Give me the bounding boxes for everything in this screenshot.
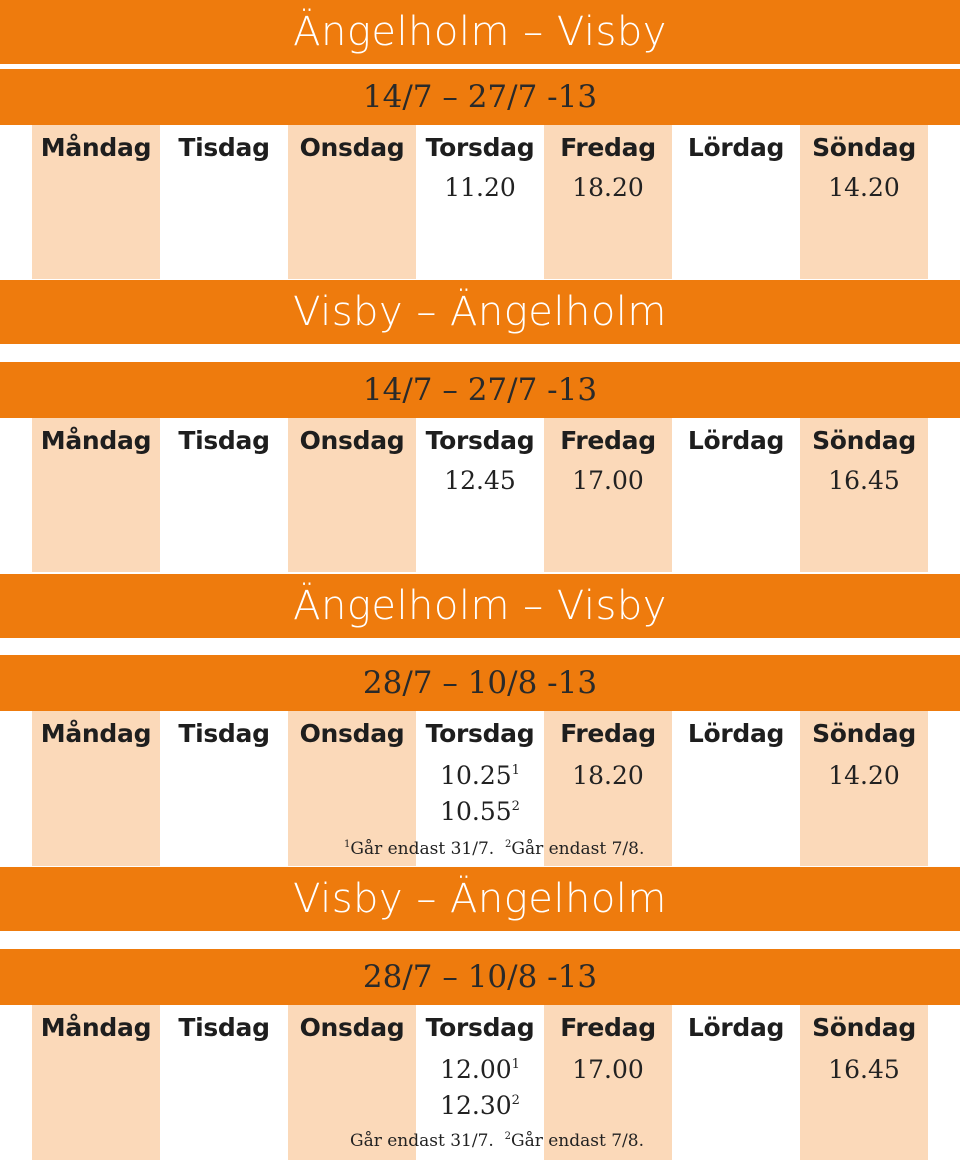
departure-time: 17.00 (572, 466, 644, 495)
day-label: Lördag (687, 426, 785, 455)
departure-time: 10.552 (440, 797, 520, 826)
departure-time: 12.001 (440, 1055, 520, 1084)
column-sunday: Söndag 14.20 (800, 711, 928, 866)
column-tuesday: Tisdag (160, 125, 288, 279)
day-label: Tisdag (178, 719, 270, 748)
day-label: Söndag (812, 1013, 916, 1042)
day-label: Fredag (560, 1013, 656, 1042)
column-thursday: Torsdag 12.45 (416, 418, 544, 572)
timetable-grid: Måndag Tisdag Onsdag Torsdag 12.001 12.3… (0, 1005, 960, 1160)
period-label: 28/7 – 10/8 -13 (0, 949, 960, 1005)
column-wednesday: Onsdag (288, 711, 416, 866)
column-thursday: Torsdag 10.251 10.552 (416, 711, 544, 866)
day-label: Torsdag (425, 426, 535, 455)
departure-time: 14.20 (828, 761, 900, 790)
period-label: 14/7 – 27/7 -13 (0, 69, 960, 125)
column-saturday: Lördag (672, 711, 800, 866)
footnote: 1Går endast 31/7. 2Går endast 7/8. (344, 839, 645, 859)
timetable-grid: Måndag Tisdag Onsdag Torsdag 10.251 10.5… (0, 711, 960, 866)
day-label: Måndag (40, 133, 152, 162)
day-label: Fredag (560, 719, 656, 748)
day-label: Måndag (40, 1013, 152, 1042)
column-monday: Måndag (32, 418, 160, 572)
day-label: Lördag (687, 719, 785, 748)
day-label: Lördag (687, 133, 785, 162)
column-sunday: Söndag 14.20 (800, 125, 928, 279)
column-saturday: Lördag (672, 1005, 800, 1160)
departure-time: 16.45 (828, 466, 900, 495)
route-title: Visby – Ängelholm (0, 280, 960, 344)
day-label: Onsdag (299, 133, 405, 162)
day-label: Onsdag (299, 719, 405, 748)
departure-time: 12.302 (440, 1091, 520, 1120)
departure-time: 14.20 (828, 173, 900, 202)
footnote: Går endast 31/7. 2Går endast 7/8. (350, 1131, 644, 1151)
departure-time: 10.251 (440, 761, 520, 790)
column-friday: Fredag 18.20 (544, 125, 672, 279)
departure-time: 16.45 (828, 1055, 900, 1084)
day-label: Torsdag (425, 719, 535, 748)
column-monday: Måndag (32, 711, 160, 866)
route-title: Ängelholm – Visby (0, 0, 960, 64)
departure-time: 11.20 (444, 173, 516, 202)
column-tuesday: Tisdag (160, 418, 288, 572)
day-label: Måndag (40, 719, 152, 748)
column-thursday: Torsdag 12.001 12.302 (416, 1005, 544, 1160)
period-label: 28/7 – 10/8 -13 (0, 655, 960, 711)
timetable-grid: Måndag Tisdag Onsdag Torsdag 12.45 Freda… (0, 418, 960, 572)
day-label: Tisdag (178, 426, 270, 455)
column-sunday: Söndag 16.45 (800, 1005, 928, 1160)
day-label: Söndag (812, 426, 916, 455)
day-label: Tisdag (178, 133, 270, 162)
route-title: Visby – Ängelholm (0, 867, 960, 931)
column-sunday: Söndag 16.45 (800, 418, 928, 572)
departure-time: 18.20 (572, 173, 644, 202)
departure-time: 18.20 (572, 761, 644, 790)
day-label: Söndag (812, 133, 916, 162)
route-title: Ängelholm – Visby (0, 574, 960, 638)
period-label: 14/7 – 27/7 -13 (0, 362, 960, 418)
day-label: Fredag (560, 133, 656, 162)
departure-time: 12.45 (444, 466, 516, 495)
column-saturday: Lördag (672, 125, 800, 279)
day-label: Torsdag (425, 133, 535, 162)
column-wednesday: Onsdag (288, 125, 416, 279)
column-monday: Måndag (32, 125, 160, 279)
column-wednesday: Onsdag (288, 418, 416, 572)
departure-time: 17.00 (572, 1055, 644, 1084)
day-label: Onsdag (299, 1013, 405, 1042)
column-friday: Fredag 17.00 (544, 418, 672, 572)
day-label: Tisdag (178, 1013, 270, 1042)
column-tuesday: Tisdag (160, 1005, 288, 1160)
column-saturday: Lördag (672, 418, 800, 572)
column-wednesday: Onsdag (288, 1005, 416, 1160)
column-friday: Fredag 17.00 (544, 1005, 672, 1160)
day-label: Måndag (40, 426, 152, 455)
day-label: Torsdag (425, 1013, 535, 1042)
day-label: Lördag (687, 1013, 785, 1042)
day-label: Fredag (560, 426, 656, 455)
day-label: Onsdag (299, 426, 405, 455)
column-monday: Måndag (32, 1005, 160, 1160)
column-tuesday: Tisdag (160, 711, 288, 866)
day-label: Söndag (812, 719, 916, 748)
column-friday: Fredag 18.20 (544, 711, 672, 866)
timetable-grid: Måndag Tisdag Onsdag Torsdag 11.20 Freda… (0, 125, 960, 279)
column-thursday: Torsdag 11.20 (416, 125, 544, 279)
